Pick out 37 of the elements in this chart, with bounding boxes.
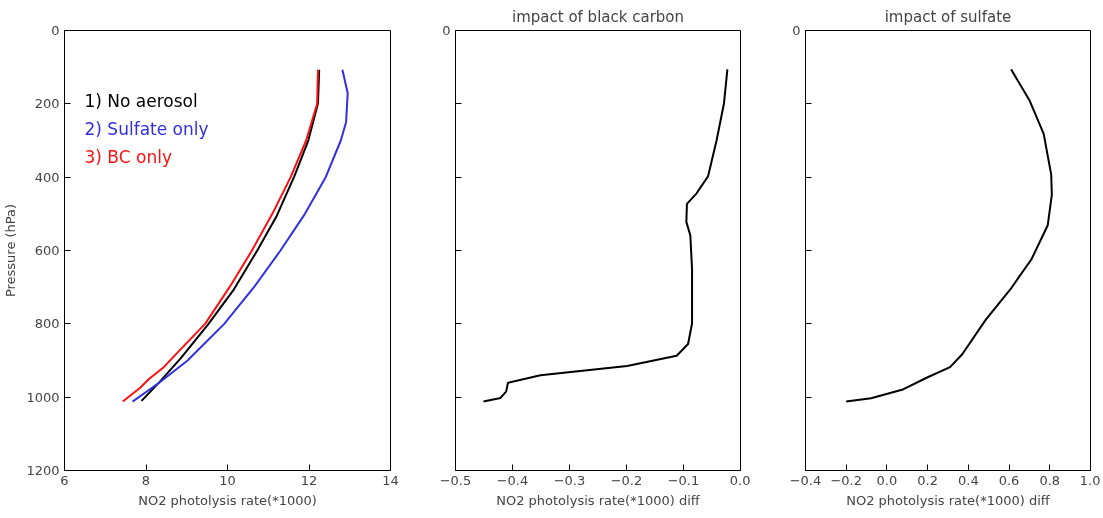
x-tick-label: −0.2 xyxy=(610,472,643,488)
x-tick-label: −0.4 xyxy=(789,472,822,488)
x-axis-title: NO2 photolysis rate(*1000) diff xyxy=(496,492,701,508)
x-tick-label: 10 xyxy=(219,472,236,488)
x-tick-label: 0.0 xyxy=(729,472,751,488)
x-tick-label: −0.1 xyxy=(667,472,700,488)
text: 1) No aerosol xyxy=(84,90,198,111)
y-tick-label: 400 xyxy=(34,169,60,185)
x-axis-title: NO2 photolysis rate(*1000) diff xyxy=(846,492,1051,508)
text: 3) BC only xyxy=(84,146,172,167)
x-tick-label: −0.5 xyxy=(439,472,472,488)
x-tick-label: 0.0 xyxy=(876,472,898,488)
y-tick-label: 0 xyxy=(51,23,60,38)
x-tick-label: 8 xyxy=(141,472,151,488)
y-tick-label: 200 xyxy=(34,96,60,112)
x-tick-label: 14 xyxy=(382,472,399,488)
y-tick-label: 800 xyxy=(34,316,60,332)
x-tick-label: 12 xyxy=(300,472,318,488)
x-tick-label: 0.6 xyxy=(998,472,1020,488)
y-tick-label: 1200 xyxy=(26,463,60,478)
text: 2) Sulfate only xyxy=(84,118,209,139)
text: 0 xyxy=(442,23,451,38)
x-tick-label: 6 xyxy=(60,472,69,488)
x-tick-label: −0.4 xyxy=(496,472,529,488)
x-tick-label: −0.3 xyxy=(553,472,586,488)
x-tick-label: 0.8 xyxy=(1039,472,1061,488)
text: 0 xyxy=(792,23,801,38)
x-tick-label: 1.0 xyxy=(1079,472,1101,488)
x-axis-title: NO2 photolysis rate(*1000) xyxy=(138,492,317,508)
x-tick-label: 0.4 xyxy=(958,472,979,488)
y-tick-label: 600 xyxy=(34,243,60,258)
x-tick-label: 0.2 xyxy=(917,472,938,488)
y-tick-label: 1000 xyxy=(26,389,60,405)
x-tick-label: −0.2 xyxy=(830,472,863,488)
y-axis-title: Pressure (hPa) xyxy=(3,203,19,298)
chart-title: impact of sulfate xyxy=(884,7,1012,26)
chart-title: impact of black carbon xyxy=(512,7,685,26)
